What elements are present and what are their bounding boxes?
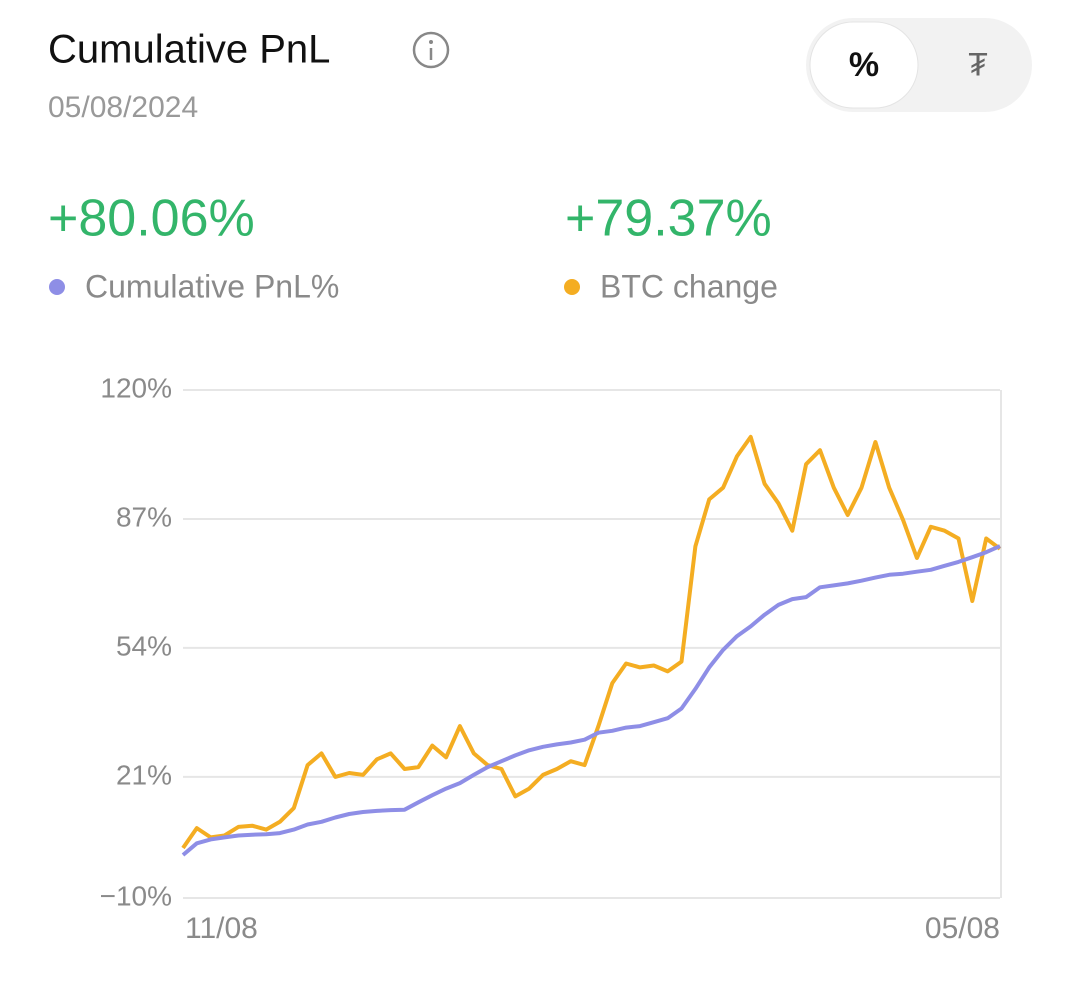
x-tick-label: 05/08 xyxy=(925,912,1000,945)
toggle-usdt[interactable]: ₮ xyxy=(968,46,988,82)
y-tick-label: −10% xyxy=(100,880,172,911)
y-tick-label: 120% xyxy=(100,372,172,403)
btc-value: +79.37% xyxy=(565,190,772,248)
series-line xyxy=(181,544,1001,857)
title: Cumulative PnL xyxy=(48,28,330,72)
info-icon[interactable] xyxy=(412,31,450,69)
legend-label: BTC change xyxy=(600,268,778,304)
y-tick-label: 87% xyxy=(116,501,172,532)
date: 05/08/2024 xyxy=(48,91,198,124)
x-tick-label: 11/08 xyxy=(185,912,258,945)
toggle-selected[interactable] xyxy=(809,21,919,109)
pnl-value: +80.06% xyxy=(48,190,255,248)
legend-label: Cumulative PnL% xyxy=(85,268,339,304)
y-tick-label: 21% xyxy=(116,759,172,790)
series-line xyxy=(181,434,1002,850)
toggle-percent[interactable]: % xyxy=(849,46,879,84)
legend-dot xyxy=(564,279,580,295)
y-tick-label: 54% xyxy=(116,630,172,661)
legend-dot xyxy=(49,279,65,295)
